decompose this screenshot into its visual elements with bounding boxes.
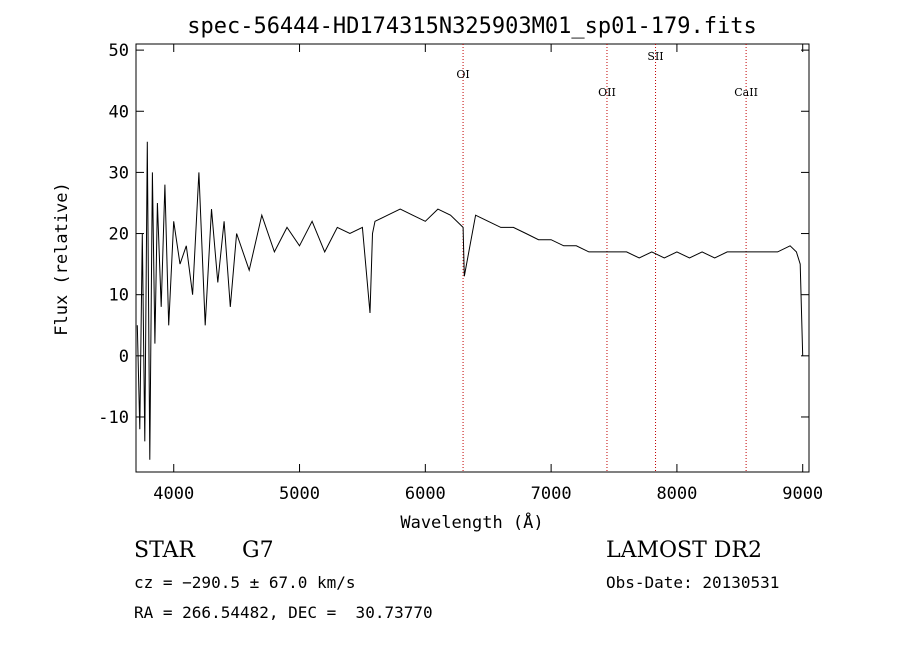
redshift-velocity: cz = −290.5 ± 67.0 km/s (134, 573, 356, 592)
chart-title: spec-56444-HD174315N325903M01_sp01-179.f… (187, 14, 757, 39)
spectral-line-label: CaII (734, 86, 758, 99)
x-tick-label: 6000 (405, 484, 446, 504)
spectral-line-markers: OI OII SII CaII (456, 44, 758, 472)
observation-date: Obs-Date: 20130531 (606, 573, 780, 592)
spectrum-line (136, 141, 804, 460)
y-tick-label: 10 (109, 286, 129, 306)
coordinates: RA = 266.54482, DEC = 30.73770 (134, 603, 433, 622)
spectral-line-label: SII (647, 50, 663, 63)
spectrum-chart: spec-56444-HD174315N325903M01_sp01-179.f… (52, 14, 823, 533)
y-tick-label: 0 (119, 347, 129, 367)
y-axis-label: Flux (relative) (52, 182, 72, 336)
survey-name: LAMOST DR2 (606, 538, 762, 563)
y-tick-label: 40 (109, 102, 129, 122)
x-tick-label: 5000 (279, 484, 320, 504)
x-axis-label: Wavelength (Å) (400, 511, 543, 533)
y-tick-label: 50 (109, 41, 129, 61)
x-tick-label: 9000 (782, 484, 823, 504)
axis-ticks: 4000 5000 6000 7000 8000 9000 -10 0 10 20 30 40 50 (98, 41, 823, 504)
y-tick-label: 20 (109, 225, 129, 245)
spectral-line-label: OII (598, 86, 616, 99)
spectral-line-label: OI (456, 68, 469, 81)
x-tick-label: 8000 (656, 484, 697, 504)
object-class: STAR (134, 538, 195, 563)
object-subclass: G7 (242, 538, 274, 563)
x-tick-label: 7000 (531, 484, 572, 504)
y-tick-label: -10 (98, 408, 129, 428)
x-tick-label: 4000 (153, 484, 194, 504)
plot-frame (135, 43, 810, 473)
y-tick-label: 30 (109, 163, 129, 183)
